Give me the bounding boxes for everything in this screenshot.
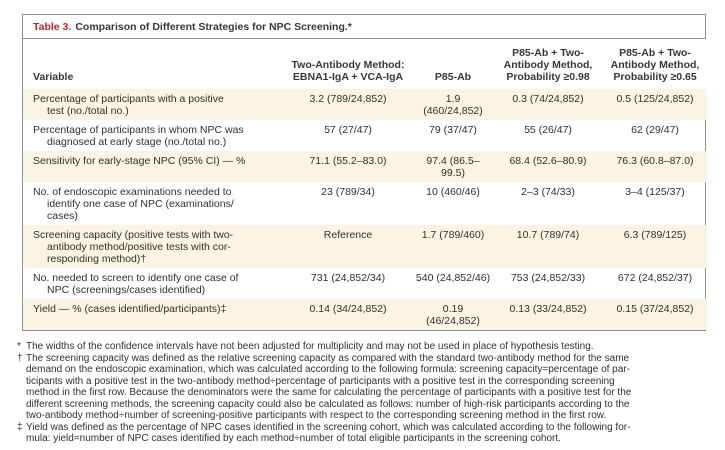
variable-cell: No. of endoscopic examinations needed to…	[33, 186, 234, 222]
value-cell: 3.2 (789/24,852)	[309, 93, 387, 105]
table-label: Table 3.	[33, 21, 72, 33]
variable-cell: Percentage of participants in whom NPC w…	[33, 124, 244, 148]
column-header-two-antibody: Two-Antibody Method: EBNA1-IgA + VCA-IgA	[283, 39, 413, 89]
value-cell: 0.3 (74/24,852)	[512, 93, 584, 105]
column-header-p85ab: P85-Ab	[413, 39, 493, 89]
value-cell: 3–4 (125/37)	[625, 186, 685, 198]
variable-cell: Screening capacity (positive tests with …	[33, 229, 234, 265]
value-cell: 55 (26/47)	[524, 124, 572, 136]
footnote-marker: ‡	[17, 421, 23, 433]
value-cell: 10.7 (789/74)	[516, 229, 580, 241]
comparison-table: Variable Two-Antibody Method: EBNA1-IgA …	[23, 39, 707, 330]
footnote: † The screening capacity was defined as t…	[17, 353, 708, 422]
footnote-text: The screening capacity was defined as th…	[26, 352, 632, 422]
value-cell: Reference	[323, 229, 373, 241]
value-cell: 0.19 (46/24,852)	[426, 303, 480, 327]
variable-cell: Sensitivity for early-stage NPC (95% CI)…	[33, 155, 246, 167]
variable-cell: Yield — % (cases identified/participants…	[33, 303, 227, 315]
footnote-text: The widths of the confidence intervals h…	[26, 341, 594, 352]
value-cell: 10 (460/46)	[426, 186, 480, 198]
variable-cell: Percentage of participants with a positi…	[33, 93, 224, 117]
table-row: Yield — % (cases identified/participants…	[23, 299, 707, 330]
table-row: Percentage of participants in whom NPC w…	[23, 120, 707, 151]
value-cell: 0.5 (125/24,852)	[616, 93, 694, 105]
value-cell: 0.15 (37/24,852)	[616, 303, 694, 315]
value-cell: 71.1 (55.2–83.0)	[309, 155, 387, 167]
column-header-variable: Variable	[23, 39, 283, 89]
footnote-text: Yield was defined as the percentage of N…	[26, 421, 631, 445]
value-cell: 1.9 (460/24,852)	[423, 93, 483, 117]
value-cell: 6.3 (789/125)	[623, 229, 687, 241]
value-cell: 672 (24,852/37)	[617, 272, 693, 284]
value-cell: 97.4 (86.5–99.5)	[426, 155, 480, 179]
value-cell: 2–3 (74/33)	[521, 186, 575, 198]
table-row: Sensitivity for early-stage NPC (95% CI)…	[23, 151, 707, 182]
value-cell: 57 (27/47)	[324, 124, 372, 136]
value-cell: 731 (24,852/34)	[310, 272, 386, 284]
value-cell: 0.14 (34/24,852)	[309, 303, 387, 315]
value-cell: 79 (37/47)	[429, 124, 477, 136]
footnote-marker: †	[17, 352, 23, 364]
variable-cell: No. needed to screen to identify one cas…	[33, 272, 239, 296]
footnote-marker: *	[17, 341, 21, 352]
value-cell: 68.4 (52.6–80.9)	[509, 155, 587, 167]
footnote: * The widths of the confidence intervals …	[17, 341, 708, 353]
footnotes: * The widths of the confidence intervals …	[17, 341, 708, 445]
table-row: Percentage of participants with a positi…	[23, 89, 707, 120]
value-cell: 1.7 (789/460)	[421, 229, 485, 241]
table-title-row: Table 3. Comparison of Different Strategi…	[23, 15, 705, 39]
value-cell: 540 (24,852/46)	[415, 272, 491, 284]
value-cell: 0.13 (33/24,852)	[509, 303, 587, 315]
value-cell: 76.3 (60.8–87.0)	[616, 155, 694, 167]
table-row: No. needed to screen to identify one cas…	[23, 268, 707, 299]
table-card: Table 3. Comparison of Different Strategi…	[22, 14, 707, 331]
header-row: Variable Two-Antibody Method: EBNA1-IgA …	[23, 39, 707, 89]
footnote: ‡ Yield was defined as the percentage of …	[17, 422, 708, 445]
value-cell: 753 (24,852/33)	[510, 272, 586, 284]
value-cell: 62 (29/47)	[631, 124, 679, 136]
column-header-combined-098: P85-Ab + Two- Antibody Method, Probabili…	[493, 39, 603, 89]
value-cell: 23 (789/34)	[321, 186, 375, 198]
column-header-combined-065: P85-Ab + Two- Antibody Method, Probabili…	[603, 39, 707, 89]
table-title: Comparison of Different Strategies for N…	[75, 21, 352, 33]
table-row: Screening capacity (positive tests with …	[23, 225, 707, 268]
table-row: No. of endoscopic examinations needed to…	[23, 182, 707, 225]
